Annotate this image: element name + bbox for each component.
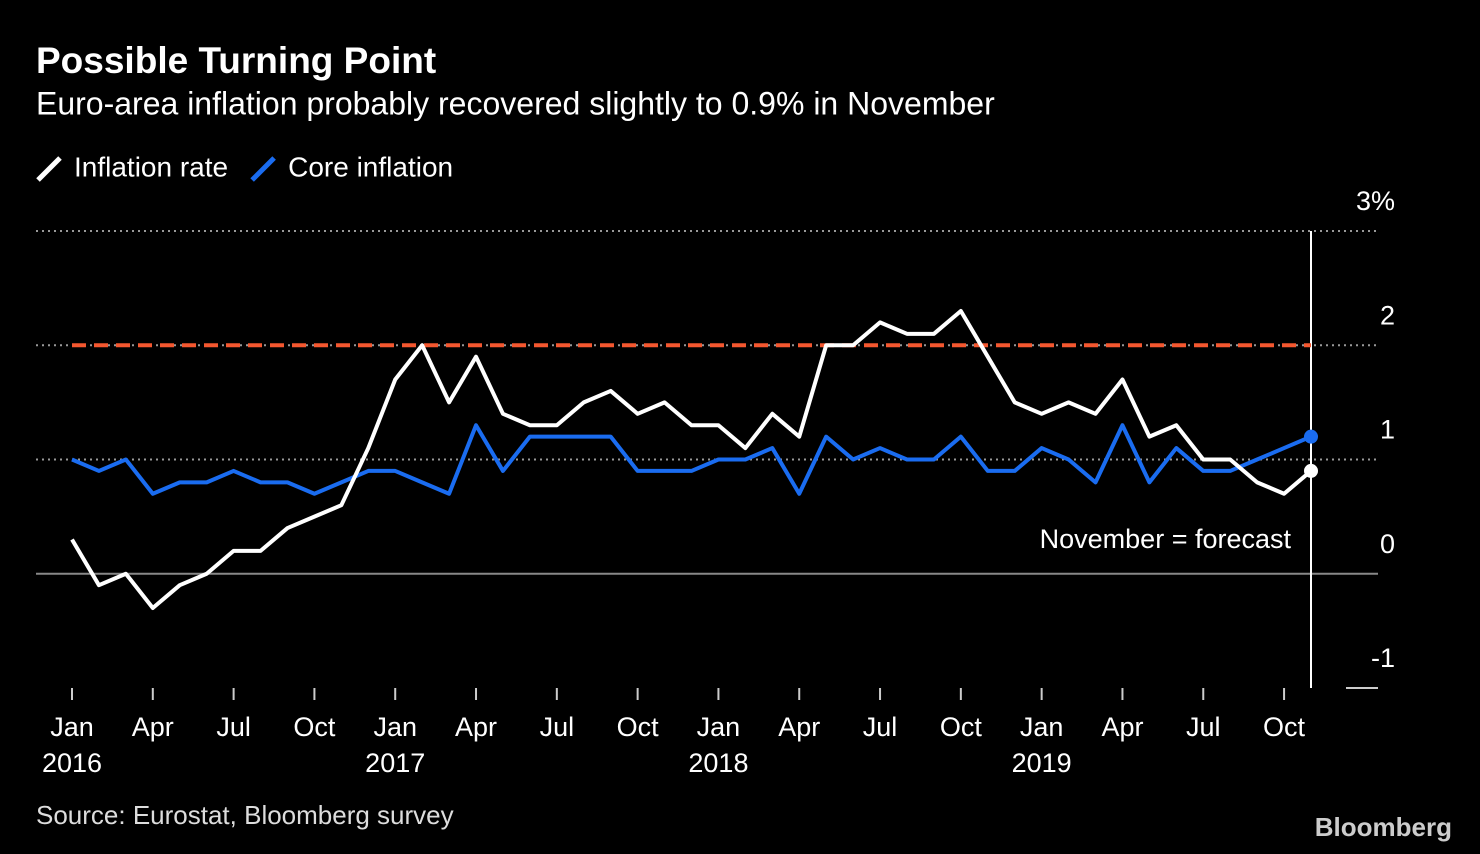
y-tick-label: 1 [1380, 415, 1395, 445]
chart-subtitle: Euro-area inflation probably recovered s… [36, 85, 995, 121]
x-tick-label: Jul [540, 712, 575, 742]
legend-label: Core inflation [288, 151, 453, 182]
x-tick-label: Oct [293, 712, 336, 742]
legend-swatch [250, 156, 276, 182]
legend-label: Inflation rate [74, 151, 228, 182]
series-line [71, 423, 1312, 496]
series-line [70, 308, 1313, 611]
y-tick-label: 0 [1380, 529, 1395, 559]
x-tick-label: Jul [1186, 712, 1221, 742]
legend-swatch [36, 156, 62, 182]
source: Source: Eurostat, Bloomberg survey [36, 800, 454, 830]
x-tick-label: Jan [1020, 712, 1064, 742]
forecast-point [1304, 429, 1318, 444]
x-tick-label: Apr [132, 712, 174, 742]
forecast-point [1304, 463, 1318, 478]
chart-title: Possible Turning Point [36, 40, 436, 81]
x-tick-label: Jul [216, 712, 251, 742]
x-year-label: 2018 [688, 748, 748, 778]
x-tick-label: Jan [697, 712, 741, 742]
x-year-label: 2017 [365, 748, 425, 778]
x-tick-label: Jul [863, 712, 898, 742]
x-tick-label: Jan [373, 712, 417, 742]
x-tick-label: Oct [617, 712, 660, 742]
x-tick-label: Apr [455, 712, 497, 742]
logo: Bloomberg [1315, 812, 1452, 842]
x-year-label: 2016 [42, 748, 102, 778]
x-tick-label: Oct [1263, 712, 1306, 742]
y-tick-label: -1 [1371, 643, 1395, 673]
y-tick-label: 2 [1380, 300, 1395, 330]
x-tick-label: Apr [778, 712, 820, 742]
x-tick-label: Jan [50, 712, 94, 742]
annotation: November = forecast [1040, 524, 1292, 554]
x-tick-label: Apr [1101, 712, 1143, 742]
x-year-label: 2019 [1012, 748, 1072, 778]
y-tick-label: 3% [1356, 186, 1395, 216]
x-tick-label: Oct [940, 712, 983, 742]
